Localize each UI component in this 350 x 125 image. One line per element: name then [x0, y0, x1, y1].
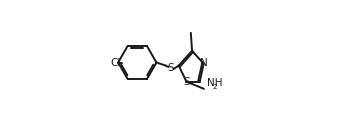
Text: N: N: [200, 58, 208, 68]
Text: S: S: [183, 77, 190, 87]
Text: S: S: [168, 63, 174, 73]
Text: NH: NH: [208, 78, 223, 88]
Text: 2: 2: [212, 84, 216, 90]
Text: Cl: Cl: [111, 58, 121, 68]
